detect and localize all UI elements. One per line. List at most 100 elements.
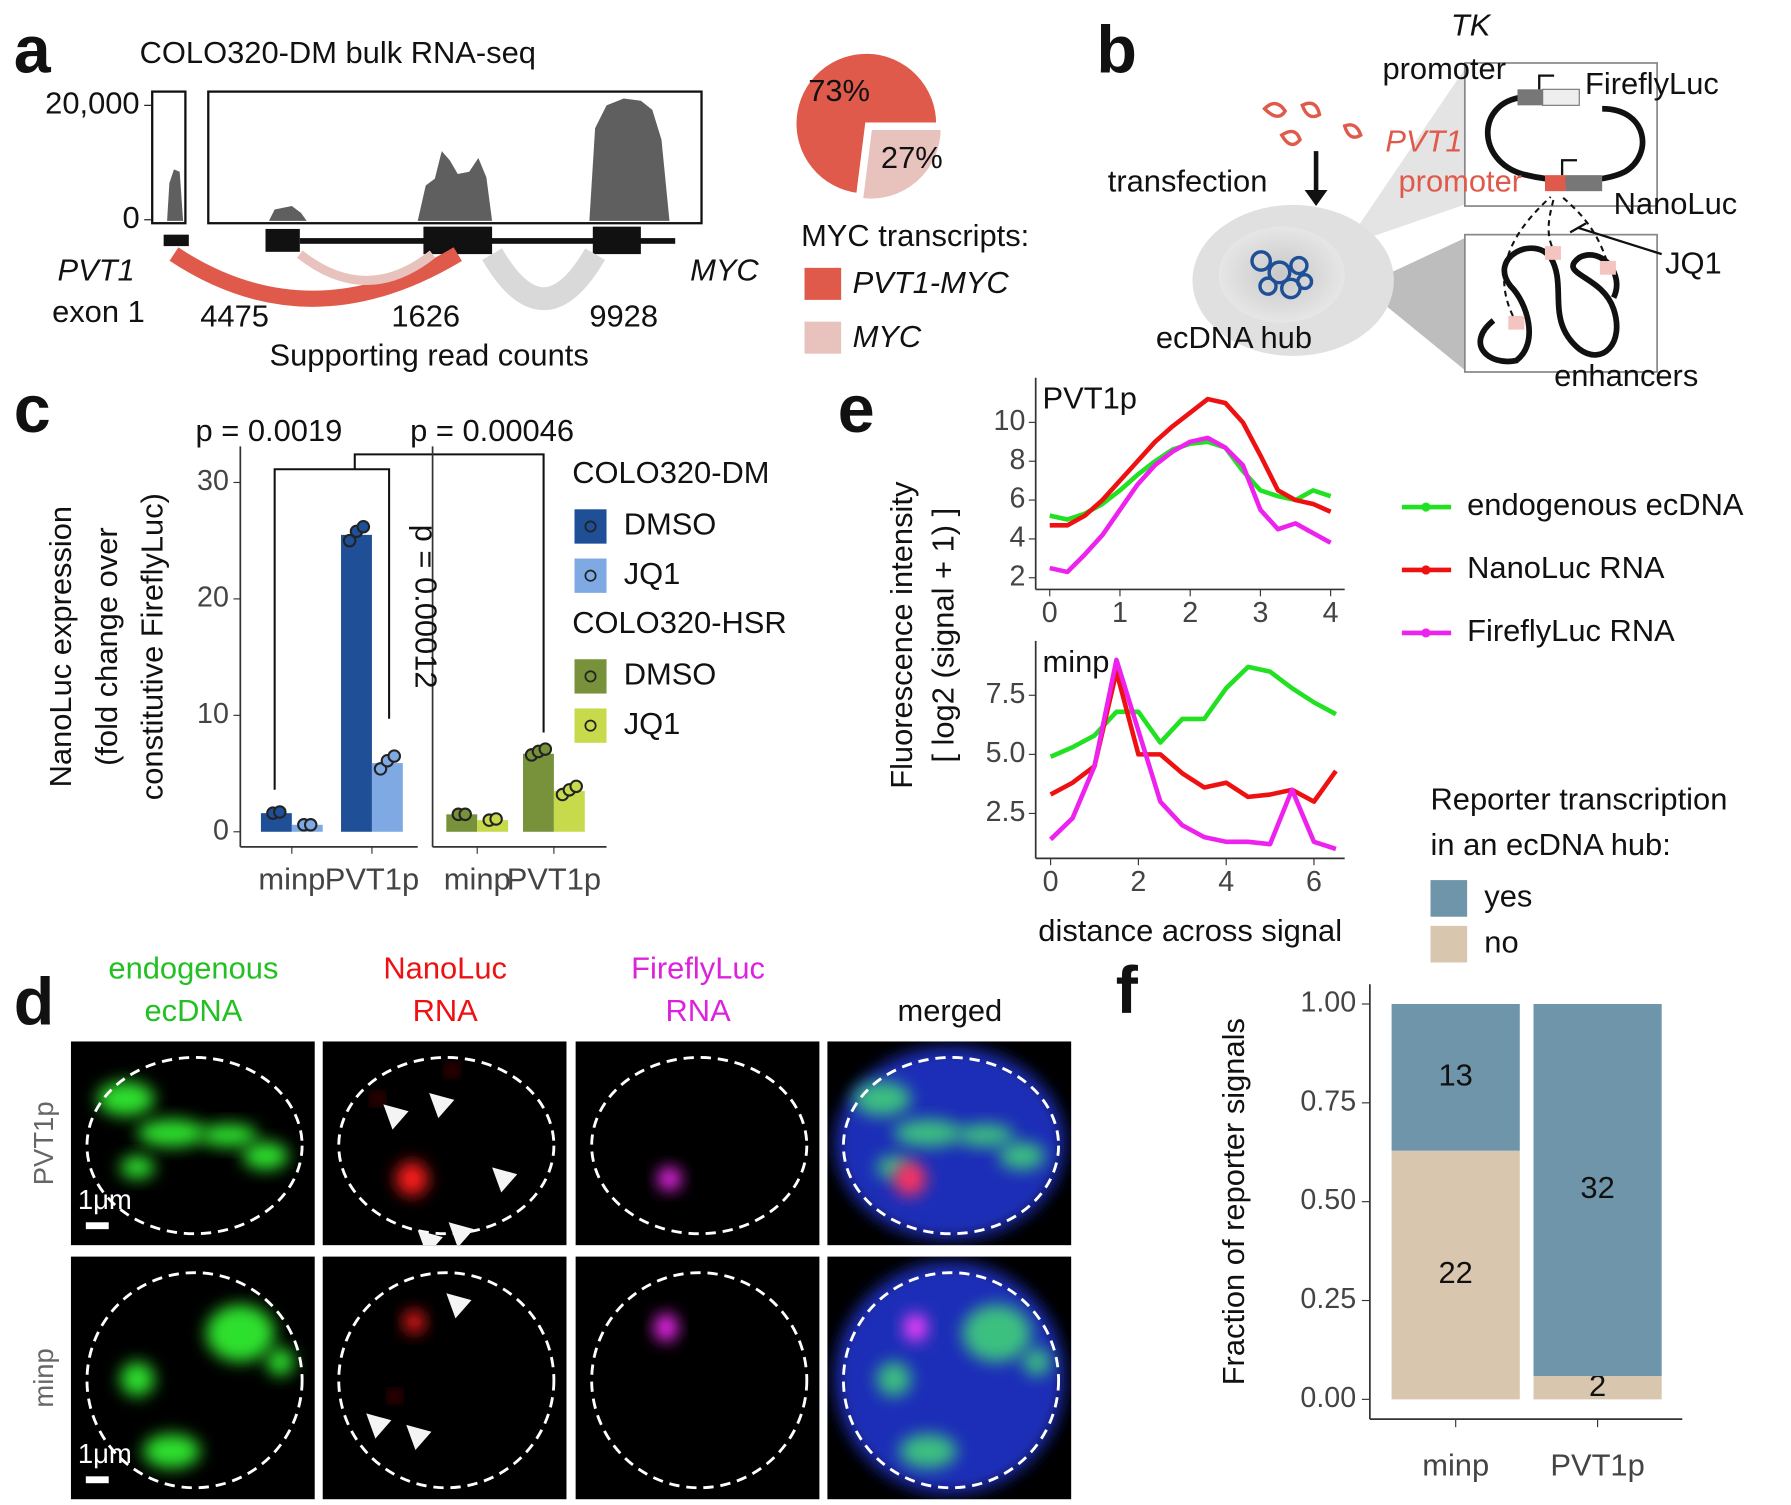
replicate-point bbox=[538, 742, 553, 756]
x-axis-label: Supporting read counts bbox=[270, 337, 589, 372]
diagram-label: FireflyLuc bbox=[1585, 66, 1719, 101]
scale-bar bbox=[85, 1222, 109, 1230]
signal bbox=[999, 1142, 1045, 1170]
chart-title: minp bbox=[1043, 644, 1110, 679]
enhancer bbox=[1508, 315, 1525, 330]
signal bbox=[893, 1119, 963, 1147]
bar-segment bbox=[1533, 1376, 1662, 1400]
diagram-label: TK bbox=[1451, 8, 1492, 43]
slice-label: 73% bbox=[808, 73, 870, 108]
tss-arrow bbox=[1560, 159, 1577, 176]
signal bbox=[904, 1313, 927, 1342]
legend-label: endogenous ecDNA bbox=[1467, 487, 1744, 522]
legend-label: JQ1 bbox=[624, 556, 681, 591]
arrowhead bbox=[1304, 190, 1328, 207]
legend-title: Reporter transcription bbox=[1431, 781, 1728, 816]
y-tick-label: 0 bbox=[122, 200, 139, 235]
signal bbox=[956, 1123, 1014, 1147]
signal bbox=[390, 1391, 400, 1401]
signal bbox=[120, 1361, 155, 1397]
legend-label: DMSO bbox=[624, 657, 717, 692]
micrograph-signal bbox=[590, 1271, 809, 1490]
micrograph-signal bbox=[85, 1056, 304, 1236]
signal bbox=[97, 1081, 155, 1116]
series-line bbox=[1049, 435, 1332, 575]
replicate-point bbox=[489, 812, 503, 826]
splice-arc bbox=[169, 247, 462, 307]
row-label: PVT1p bbox=[28, 1101, 59, 1185]
diagram-label: enhancers bbox=[1554, 358, 1698, 393]
micrograph-signal bbox=[337, 1271, 556, 1490]
nucleus-outline bbox=[841, 1271, 1061, 1490]
arrowhead bbox=[448, 1222, 474, 1246]
y-tick-label: 30 bbox=[197, 465, 229, 497]
x-tick-label: 0 bbox=[1042, 597, 1058, 629]
y-tick-label: 2 bbox=[1009, 560, 1025, 592]
y-tick-label: 0.75 bbox=[1300, 1085, 1356, 1117]
scale-bar bbox=[85, 1476, 109, 1484]
y-tick-label: 10 bbox=[994, 405, 1026, 437]
y-tick-label: 0.25 bbox=[1300, 1283, 1356, 1315]
legend-swatch bbox=[804, 321, 842, 354]
tss-arrow bbox=[1538, 74, 1555, 90]
panel-letter: e bbox=[838, 373, 875, 447]
diagram-label: NanoLuc bbox=[1614, 186, 1738, 221]
bar bbox=[341, 534, 372, 832]
series-line bbox=[1049, 396, 1332, 528]
legend-swatch bbox=[1430, 925, 1468, 963]
arrowhead bbox=[417, 1230, 443, 1246]
y-tick-label: 0 bbox=[213, 814, 229, 846]
diagram-label: promoter bbox=[1399, 163, 1523, 198]
count-label: 22 bbox=[1439, 1255, 1473, 1290]
bar bbox=[477, 820, 509, 832]
signal bbox=[1023, 1348, 1051, 1376]
legend-point bbox=[1421, 565, 1431, 575]
column-header: RNA bbox=[413, 993, 479, 1028]
splice-arc bbox=[482, 248, 606, 311]
column-header: FireflyLuc bbox=[631, 951, 765, 986]
exon bbox=[592, 226, 641, 255]
micrograph bbox=[322, 1256, 567, 1500]
label: COLO320-DM bulk RNA-seq bbox=[140, 35, 536, 70]
y-tick-label: 0.00 bbox=[1300, 1382, 1356, 1414]
signal bbox=[143, 1433, 201, 1469]
count-label: 32 bbox=[1580, 1170, 1614, 1205]
bar-segment bbox=[1533, 1004, 1662, 1377]
signal bbox=[395, 1161, 429, 1196]
coverage bbox=[210, 98, 700, 221]
diagram-label: PVT1 bbox=[1385, 123, 1462, 158]
exon bbox=[265, 228, 300, 252]
ecdna bbox=[1477, 245, 1620, 365]
legend-title: MYC transcripts: bbox=[801, 218, 1029, 253]
legend-point bbox=[584, 569, 597, 582]
x-tick-label: 4 bbox=[1218, 866, 1234, 898]
series-line bbox=[1049, 664, 1337, 759]
panel-letter: a bbox=[14, 14, 52, 88]
legend-label: NanoLuc RNA bbox=[1467, 550, 1665, 585]
x-tick-label: PVT1p bbox=[507, 861, 601, 896]
nucleus-outline bbox=[85, 1056, 304, 1236]
y-tick-label: 5.0 bbox=[986, 737, 1026, 769]
exon bbox=[423, 226, 493, 255]
legend-label: MYC bbox=[853, 319, 922, 354]
nucleus-outline bbox=[841, 1056, 1061, 1236]
significance-brackets bbox=[273, 453, 545, 790]
y-axis-label: NanoLuc expression bbox=[43, 506, 78, 787]
y-tick-label: 20,000 bbox=[45, 85, 139, 120]
gene-model bbox=[163, 226, 676, 255]
column-header: merged bbox=[898, 993, 1003, 1028]
nucleus-outline bbox=[337, 1056, 556, 1236]
gene-label: MYC bbox=[690, 253, 759, 288]
contacts bbox=[1503, 196, 1608, 317]
p-value: p = 0.00012 bbox=[408, 525, 443, 689]
diagram-label: JQ1 bbox=[1665, 246, 1722, 281]
y-axis-label: [ log2 (signal + 1) ] bbox=[925, 508, 960, 763]
y-axis-label: (fold change over bbox=[89, 527, 124, 766]
signal bbox=[373, 1094, 383, 1104]
bar-segment bbox=[1391, 1150, 1520, 1400]
diagram-label: promoter bbox=[1382, 51, 1506, 86]
y-tick-label: 8 bbox=[1009, 444, 1025, 476]
x-tick-label: PVT1p bbox=[325, 861, 419, 896]
signal bbox=[205, 1304, 275, 1362]
micrograph bbox=[322, 1041, 567, 1246]
